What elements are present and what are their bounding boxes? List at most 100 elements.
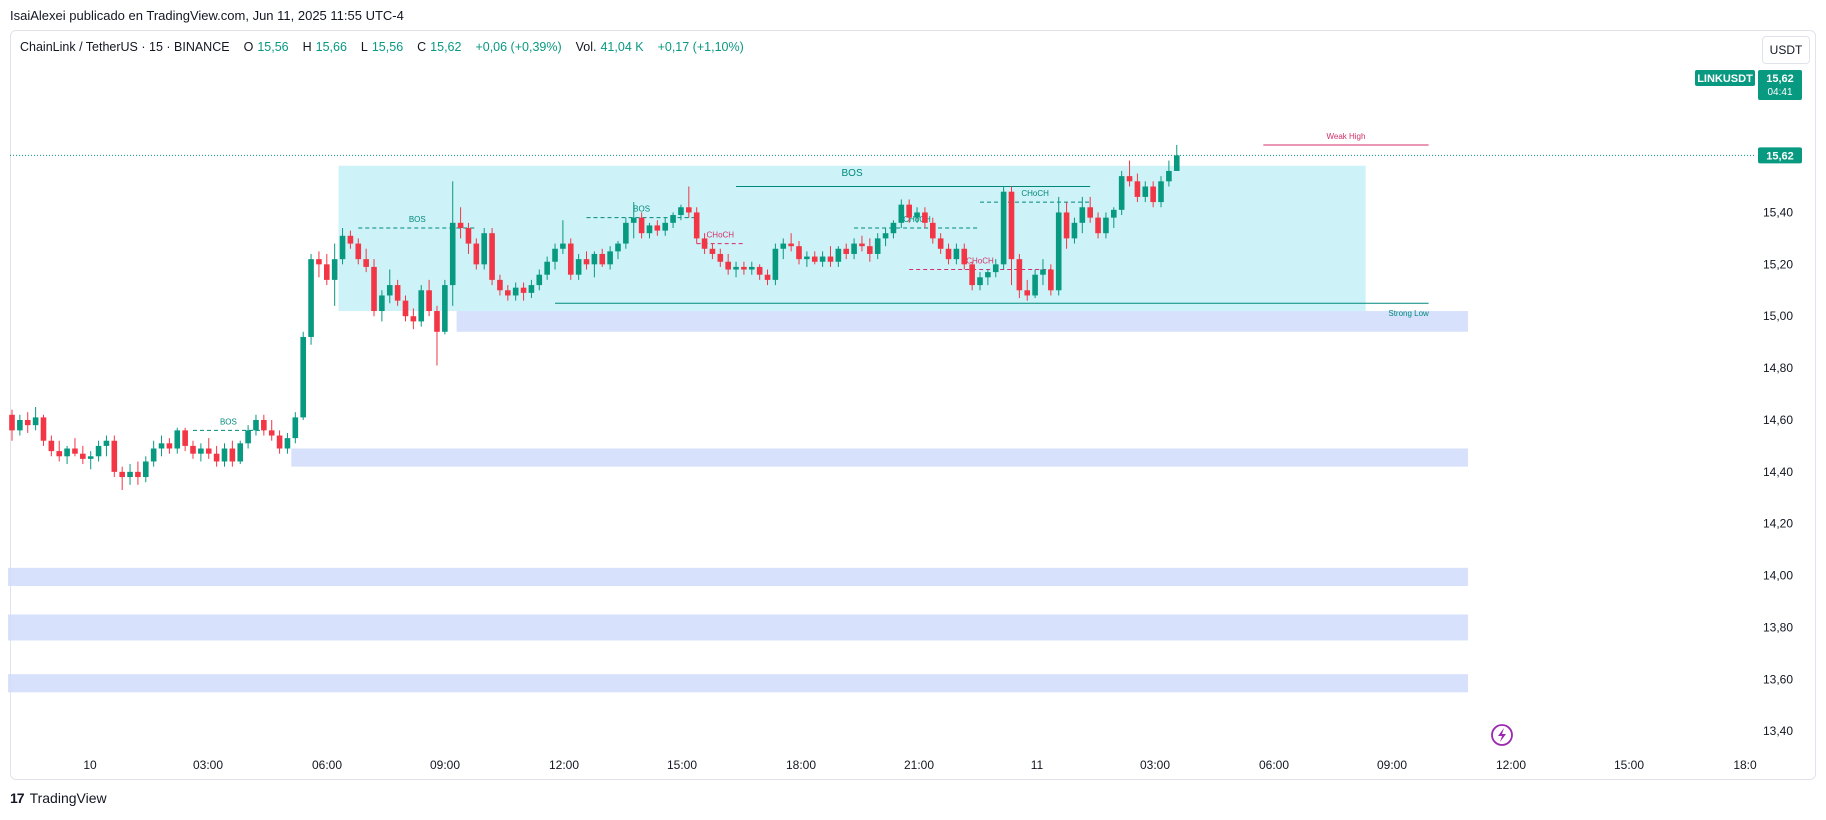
candle-body[interactable] [788, 243, 794, 247]
candle-body[interactable] [394, 285, 401, 301]
candle-body[interactable] [630, 217, 637, 223]
candle-body[interactable] [489, 233, 495, 280]
candle-body[interactable] [324, 264, 330, 280]
candle-body[interactable] [591, 253, 598, 265]
candle-body[interactable] [418, 290, 425, 322]
candle-body[interactable] [237, 443, 244, 462]
symbol-name[interactable]: ChainLink / TetherUS · 15 · BINANCE [20, 40, 230, 54]
candle-body[interactable] [929, 222, 936, 239]
candle-body[interactable] [174, 430, 181, 449]
candle-body[interactable] [1063, 212, 1070, 239]
candle-body[interactable] [457, 222, 464, 229]
candle-body[interactable] [804, 256, 810, 260]
candle-body[interactable] [701, 238, 708, 249]
candle-body[interactable] [780, 243, 787, 249]
candle-body[interactable] [276, 435, 283, 449]
candle-body[interactable] [426, 290, 432, 312]
candle-body[interactable] [1032, 274, 1038, 296]
lightning-icon[interactable] [1491, 724, 1513, 746]
candle-body[interactable] [300, 336, 306, 418]
candle-body[interactable] [339, 235, 346, 260]
candle-body[interactable] [284, 438, 291, 449]
candle-body[interactable] [748, 266, 755, 270]
candle-body[interactable] [497, 279, 503, 291]
candle-body[interactable] [17, 419, 23, 431]
candle-body[interactable] [969, 264, 975, 286]
candle-body[interactable] [402, 300, 409, 317]
candle-body[interactable] [520, 287, 527, 293]
candle-body[interactable] [355, 243, 362, 260]
candle-body[interactable] [442, 285, 448, 332]
candle-body[interactable] [607, 251, 613, 265]
candle-body[interactable] [670, 215, 676, 223]
candle-body[interactable] [859, 243, 865, 247]
candle-body[interactable] [292, 417, 299, 439]
candle-body[interactable] [709, 248, 716, 254]
candle-body[interactable] [583, 259, 590, 265]
candle-body[interactable] [198, 448, 204, 454]
candle-body[interactable] [229, 448, 236, 462]
candle-body[interactable] [316, 259, 322, 265]
candle-body[interactable] [1000, 191, 1007, 265]
candle-body[interactable] [473, 243, 480, 265]
candle-body[interactable] [796, 246, 802, 260]
candle-body[interactable] [985, 272, 991, 278]
candle-body[interactable] [599, 253, 606, 265]
candle-body[interactable] [182, 430, 188, 446]
candle-body[interactable] [32, 417, 39, 426]
candle-body[interactable] [449, 222, 456, 286]
candle-body[interactable] [544, 261, 550, 275]
candle-body[interactable] [733, 266, 739, 270]
candle-body[interactable] [819, 256, 826, 262]
candle-body[interactable] [87, 456, 94, 459]
candle-body[interactable] [512, 287, 519, 296]
candle-body[interactable] [575, 259, 582, 275]
candle-body[interactable] [166, 443, 173, 449]
candle-body[interactable] [1008, 191, 1015, 260]
candle-body[interactable] [662, 222, 669, 231]
candle-body[interactable] [953, 248, 960, 260]
footer-brand[interactable]: 17 TradingView [10, 790, 107, 806]
candle-body[interactable] [1095, 217, 1101, 234]
candle-body[interactable] [1048, 269, 1054, 291]
candle-body[interactable] [308, 259, 314, 337]
candle-body[interactable] [560, 243, 566, 249]
candle-body[interactable] [1016, 259, 1023, 291]
candle-body[interactable] [465, 228, 472, 244]
candle-body[interactable] [72, 448, 78, 454]
candle-body[interactable] [1118, 176, 1125, 210]
candle-body[interactable] [882, 233, 889, 239]
candle-body[interactable] [922, 212, 928, 223]
candle-body[interactable] [646, 225, 653, 234]
candle-body[interactable] [678, 207, 684, 216]
candle-body[interactable] [434, 311, 440, 332]
candle-body[interactable] [906, 204, 912, 218]
candle-body[interactable] [1055, 212, 1062, 291]
candle-body[interactable] [40, 417, 47, 441]
candle-body[interactable] [119, 471, 125, 478]
candle-body[interactable] [24, 419, 31, 426]
candle-body[interactable] [103, 440, 110, 446]
candle-body[interactable] [190, 445, 196, 454]
candle-body[interactable] [331, 259, 338, 280]
candle-body[interactable] [1103, 217, 1109, 234]
candle-body[interactable] [717, 253, 724, 262]
candle-body[interactable] [127, 471, 133, 478]
candle-body[interactable] [371, 266, 377, 312]
candle-body[interactable] [937, 238, 944, 249]
candle-body[interactable] [867, 246, 873, 254]
candle-body[interactable] [253, 419, 259, 431]
candle-body[interactable] [158, 443, 165, 449]
candle-body[interactable] [725, 261, 731, 270]
candle-body[interactable] [1087, 207, 1093, 218]
candle-body[interactable] [1111, 209, 1117, 218]
candle-body[interactable] [654, 225, 661, 231]
candle-body[interactable] [1166, 170, 1172, 182]
candle-body[interactable] [811, 256, 818, 262]
candle-body[interactable] [1126, 176, 1133, 182]
candle-body[interactable] [615, 243, 621, 252]
candle-body[interactable] [567, 243, 574, 275]
candle-body[interactable] [552, 248, 558, 262]
candle-body[interactable] [150, 448, 157, 462]
